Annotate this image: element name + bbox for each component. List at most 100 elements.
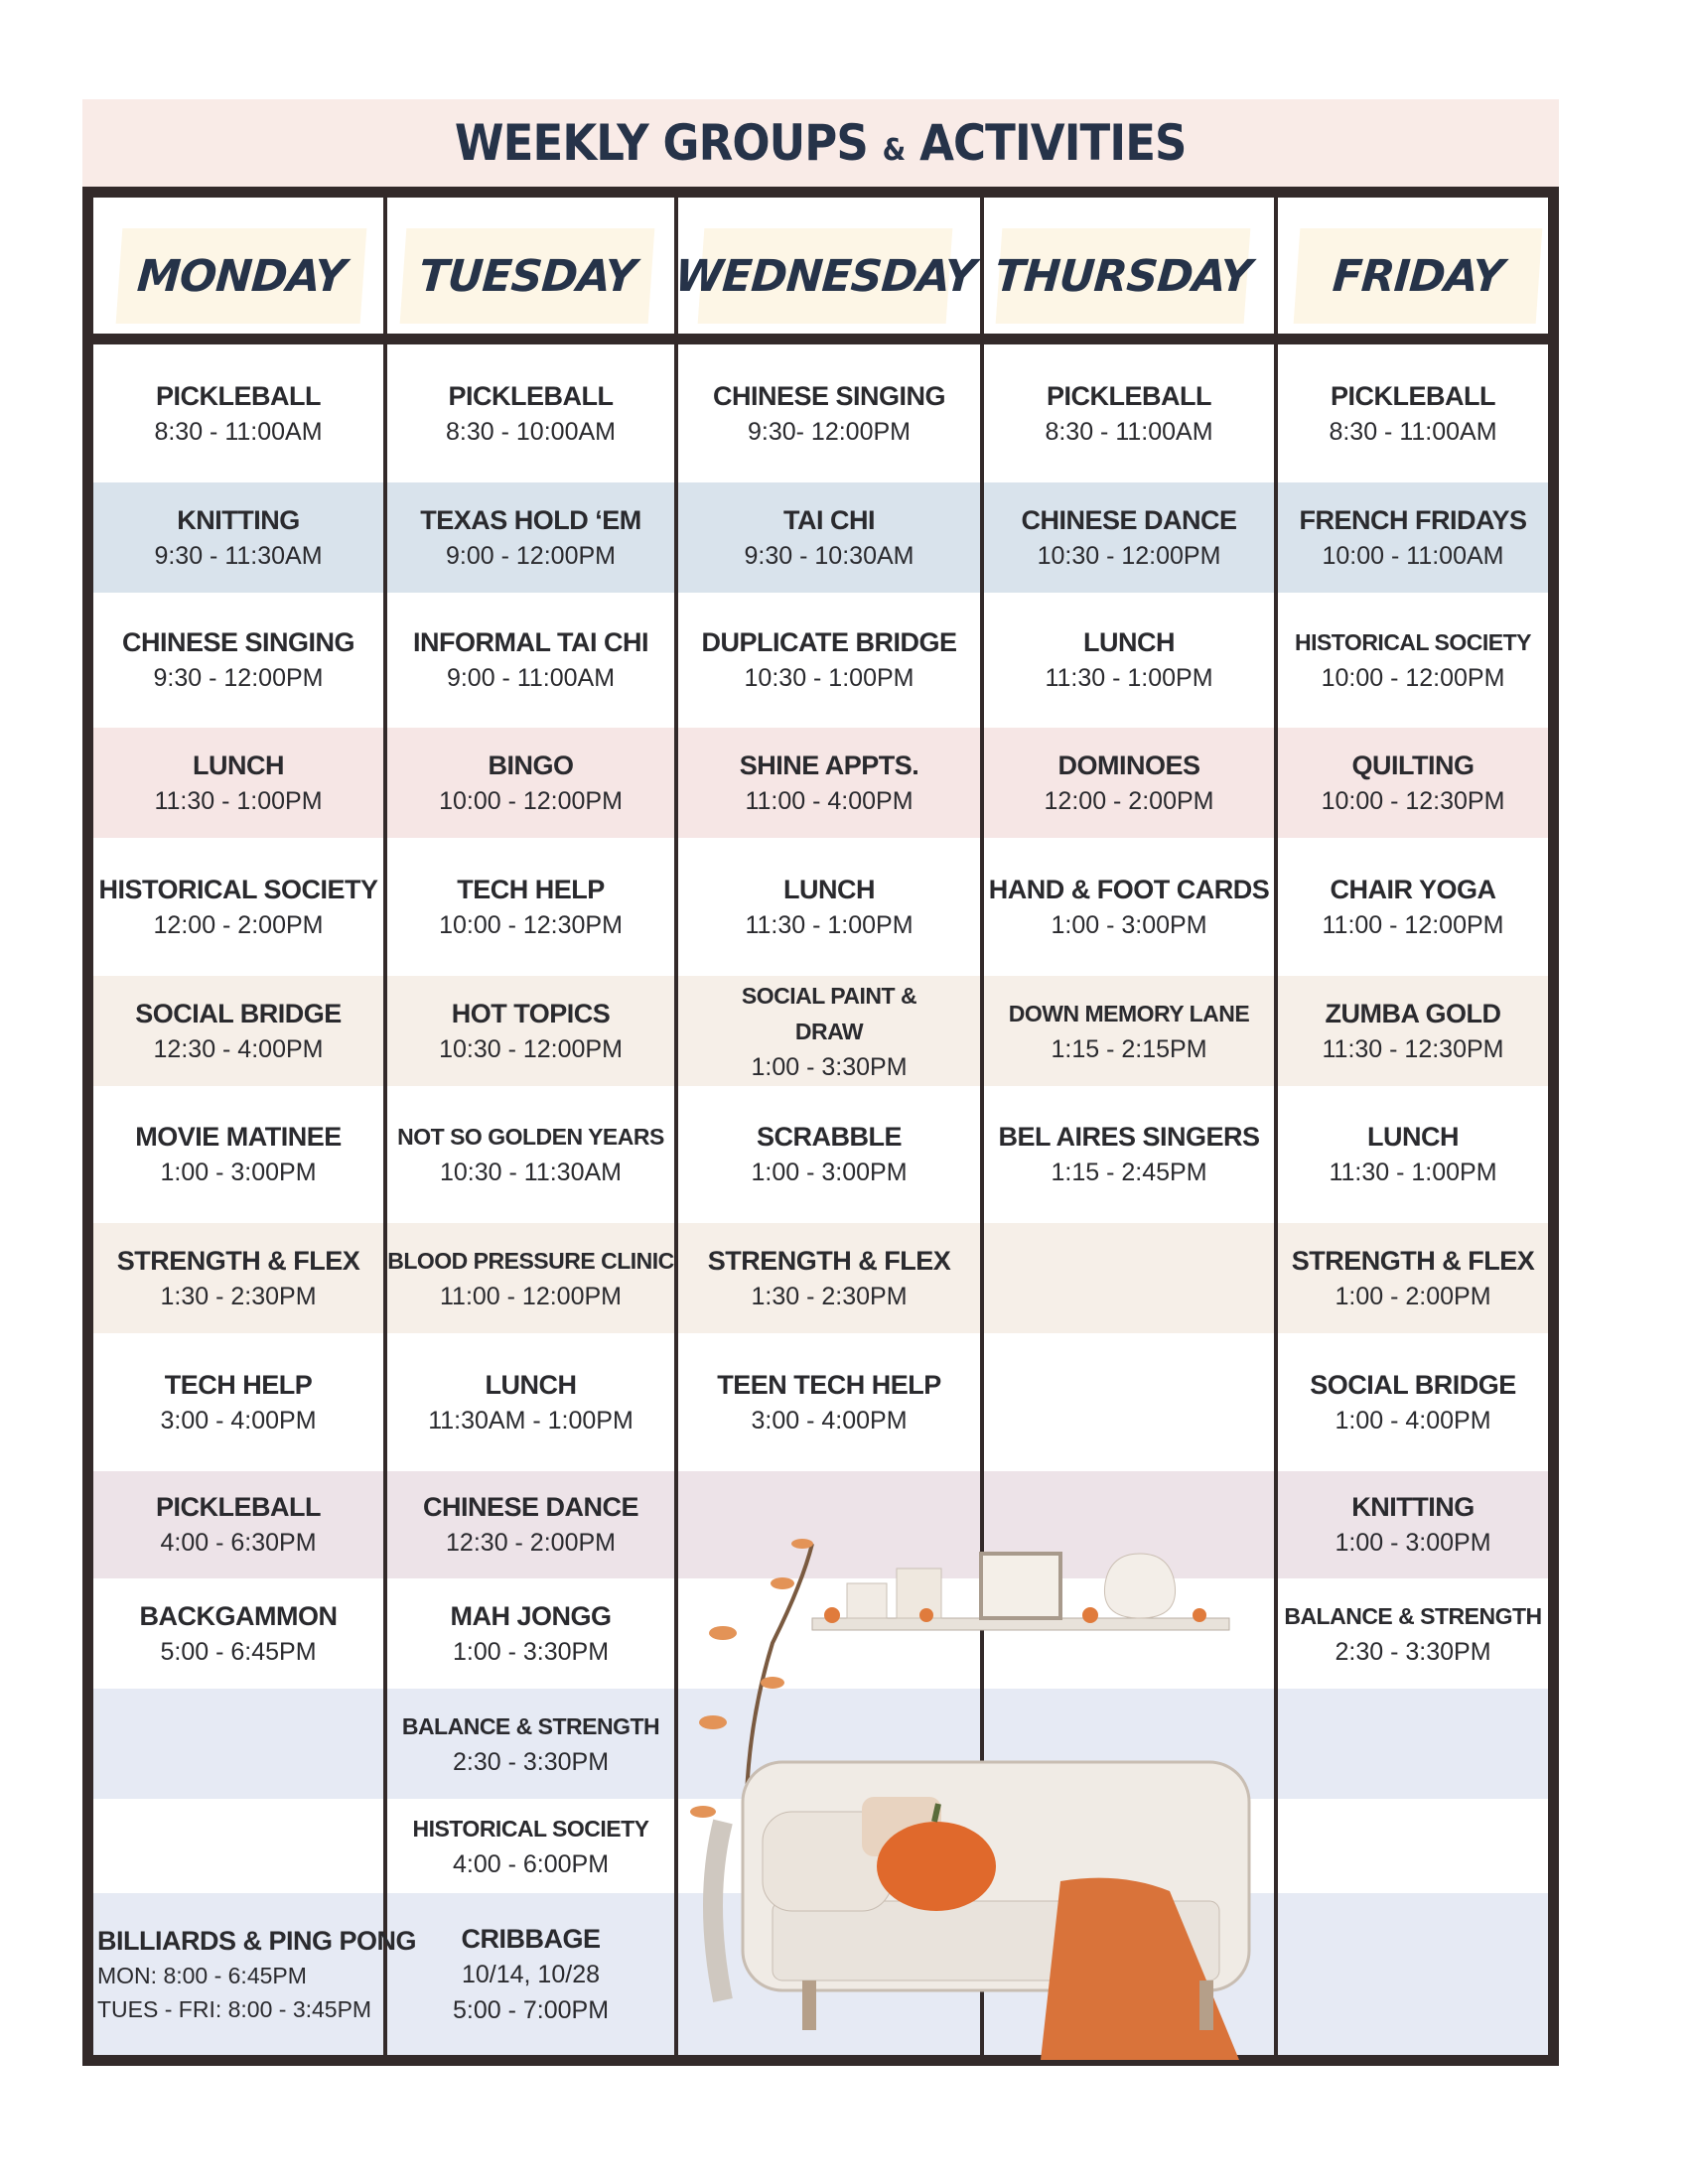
activity-time: 3:00 - 4:00PM [160, 1406, 317, 1434]
activity-name: CHINESE SINGING [121, 627, 355, 657]
day-header-wednesday: WEDNESDAY [673, 228, 977, 324]
activity-entry: CHAIR YOGA 11:00 - 12:00PM [1278, 838, 1548, 976]
title-banner: WEEKLY GROUPS & ACTIVITIES [82, 99, 1559, 187]
activity-name: DOWN MEMORY LANE [1008, 1000, 1250, 1026]
day-header-friday: FRIDAY [1293, 228, 1543, 324]
activity-time: 5:00 - 6:45PM [160, 1637, 317, 1666]
activity-name: CHINESE SINGING [712, 380, 946, 411]
activity-entry: BALANCE & STRENGTH 2:30 - 3:30PM [387, 1689, 674, 1799]
activity-entry: BEL AIRES SINGERS 1:15 - 2:45PM [984, 1086, 1274, 1223]
activity-time: 1:15 - 2:45PM [1051, 1159, 1207, 1186]
activity-entry: CHINESE DANCE 12:30 - 2:00PM [387, 1471, 674, 1578]
activity-name: LUNCH [485, 1369, 578, 1400]
activity-name: TECH HELP [457, 874, 605, 904]
activity-entry: PICKLEBALL 8:30 - 10:00AM [387, 344, 674, 482]
day-header-monday: MONDAY [115, 228, 367, 324]
activity-name: HOT TOPICS [451, 998, 611, 1028]
column-divider [980, 198, 984, 2055]
activity-time: 9:30 - 12:00PM [153, 664, 324, 692]
activity-name: DUPLICATE BRIDGE [701, 627, 957, 657]
activity-entry: DUPLICATE BRIDGE 10:30 - 1:00PM [678, 593, 980, 728]
activity-entry: MAH JONGG 1:00 - 3:30PM [387, 1578, 674, 1689]
activity-entry: MOVIE MATINEE 1:00 - 3:00PM [93, 1086, 383, 1223]
activity-name: HISTORICAL SOCIETY [1294, 629, 1532, 655]
activity-name: KNITTING [177, 504, 300, 535]
activity-name: LUNCH [783, 874, 876, 904]
activity-entry: TEEN TECH HELP 3:00 - 4:00PM [678, 1333, 980, 1471]
activity-name: PICKLEBALL [448, 380, 615, 411]
activity-time: 1:00 - 3:30PM [751, 1052, 908, 1081]
activity-entry: HAND & FOOT CARDS 1:00 - 3:00PM [984, 838, 1274, 976]
activity-entry: PICKLEBALL 8:30 - 11:00AM [984, 344, 1274, 482]
activity-entry: CRIBBAGE 10/14, 10/28 5:00 - 7:00PM [387, 1893, 674, 2055]
activity-time: 10:30 - 12:00PM [1037, 541, 1221, 570]
activity-entry: TECH HELP 3:00 - 4:00PM [93, 1333, 383, 1471]
activity-entry: LUNCH 11:30 - 1:00PM [1278, 1086, 1548, 1223]
activity-entry: SOCIAL PAINT & DRAW 1:00 - 3:30PM [678, 976, 980, 1086]
activity-entry: LUNCH 11:30 - 1:00PM [984, 593, 1274, 728]
activity-entry: DOWN MEMORY LANE 1:15 - 2:15PM [984, 976, 1274, 1086]
activity-name: HISTORICAL SOCIETY [412, 1815, 649, 1842]
activity-entry: SOCIAL BRIDGE 12:30 - 4:00PM [93, 976, 383, 1086]
activity-entry: CHINESE SINGING 9:30 - 12:00PM [93, 593, 383, 728]
activity-entry: SHINE APPTS. 11:00 - 4:00PM [678, 728, 980, 838]
row-band [93, 1471, 1548, 1578]
activity-time: 10:30 - 12:00PM [439, 1034, 623, 1063]
activity-name: MOVIE MATINEE [135, 1122, 342, 1152]
activity-entry: KNITTING 1:00 - 3:00PM [1278, 1471, 1548, 1578]
activity-time: 11:30 - 12:30PM [1322, 1034, 1504, 1063]
activity-time: 8:30 - 11:00AM [154, 417, 323, 446]
activity-time: 11:30 - 1:00PM [1329, 1159, 1497, 1186]
day-header-tuesday: TUESDAY [399, 228, 655, 324]
title-ampersand: & [882, 133, 907, 168]
activity-time: 12:30 - 2:00PM [446, 1529, 616, 1557]
activity-time: 11:00 - 4:00PM [745, 786, 914, 815]
activity-name: TEXAS HOLD ‘EM [420, 504, 641, 535]
activity-time: 10:00 - 12:30PM [439, 910, 623, 939]
activity-time: 1:00 - 3:00PM [751, 1159, 908, 1186]
activity-name: BALANCE & STRENGTH [1284, 1602, 1542, 1629]
activity-time: 3:00 - 4:00PM [751, 1406, 908, 1434]
activity-name: CRIBBAGE [461, 1923, 601, 1954]
title-text: ACTIVITIES [905, 114, 1187, 172]
activity-entry: SOCIAL BRIDGE 1:00 - 4:00PM [1278, 1333, 1548, 1471]
activity-name: CHINESE DANCE [1021, 504, 1237, 535]
activity-time: 10:00 - 12:30PM [1321, 786, 1505, 815]
activity-name: PICKLEBALL [1331, 380, 1496, 411]
row-band [93, 344, 1548, 482]
day-header-thursday: THURSDAY [993, 228, 1253, 324]
activity-time: 1:00 - 3:30PM [452, 1637, 610, 1666]
activity-name: KNITTING [1351, 1492, 1475, 1522]
row-band [93, 1333, 1548, 1471]
activity-entry: TAI CHI 9:30 - 10:30AM [678, 482, 980, 593]
activity-entry: CHINESE SINGING 9:30- 12:00PM [678, 344, 980, 482]
activity-name: SOCIAL BRIDGE [1310, 1369, 1516, 1400]
column-divider [383, 198, 387, 2055]
activity-name: HAND & FOOT CARDS [988, 874, 1270, 904]
activity-time: 12:00 - 2:00PM [1044, 786, 1214, 815]
row-band [93, 1578, 1548, 1689]
activity-entry: LUNCH 11:30AM - 1:00PM [387, 1333, 674, 1471]
activity-name: SCRABBLE [756, 1122, 903, 1152]
activity-name: TECH HELP [164, 1369, 313, 1400]
activity-name: HISTORICAL SOCIETY [98, 874, 378, 904]
activity-entry: PICKLEBALL 8:30 - 11:00AM [1278, 344, 1548, 482]
activity-name: SOCIAL BRIDGE [135, 998, 342, 1028]
activity-name: FRENCH FRIDAYS [1299, 504, 1527, 535]
activity-time: 1:30 - 2:30PM [751, 1282, 908, 1310]
activity-entry: HOT TOPICS 10:30 - 12:00PM [387, 976, 674, 1086]
activity-entry: LUNCH 11:30 - 1:00PM [93, 728, 383, 838]
activity-name: DOMINOES [1057, 750, 1200, 780]
autumn-living-room-illustration [690, 1539, 1251, 2060]
activity-name: TEEN TECH HELP [717, 1369, 941, 1400]
activity-time: TUES - FRI: 8:00 - 3:45PM [97, 1995, 372, 2022]
activity-name: LUNCH [193, 750, 285, 780]
activity-time: 10:00 - 12:00PM [439, 786, 623, 815]
activity-time: 9:30 - 11:30AM [154, 541, 323, 570]
activity-name: PICKLEBALL [1047, 380, 1212, 411]
activity-time: 1:00 - 3:00PM [1335, 1529, 1491, 1557]
row-band [93, 1086, 1548, 1223]
activity-name: MAH JONGG [450, 1600, 612, 1631]
activity-name: SOCIAL PAINT & DRAW [741, 982, 917, 1044]
activity-time: 1:15 - 2:15PM [1051, 1034, 1207, 1063]
